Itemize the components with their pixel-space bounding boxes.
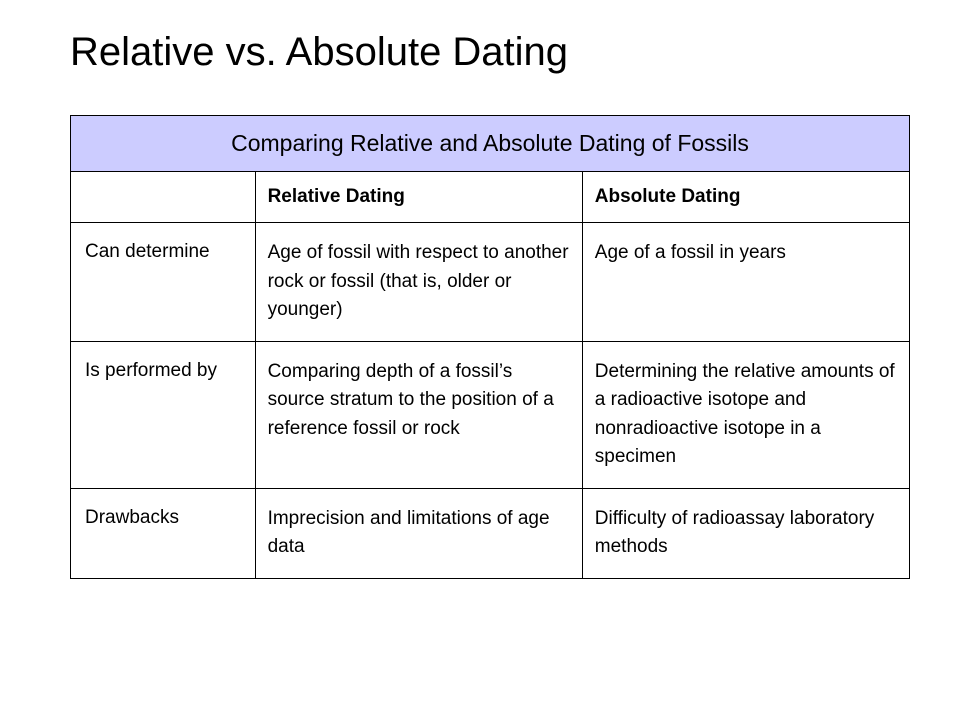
table-row: Drawbacks Imprecision and limitations of… (71, 488, 910, 578)
cell-relative: Imprecision and limitations of age data (255, 488, 582, 578)
row-label: Can determine (71, 223, 256, 342)
header-blank (71, 172, 256, 223)
table-row: Can determine Age of fossil with respect… (71, 223, 910, 342)
slide: Relative vs. Absolute Dating Comparing R… (0, 0, 960, 720)
cell-relative: Comparing depth of a fossil’s source str… (255, 341, 582, 488)
cell-absolute: Age of a fossil in years (582, 223, 909, 342)
slide-title: Relative vs. Absolute Dating (70, 30, 910, 75)
header-absolute: Absolute Dating (582, 172, 909, 223)
row-label: Is performed by (71, 341, 256, 488)
table-banner-row: Comparing Relative and Absolute Dating o… (71, 116, 910, 172)
table-banner: Comparing Relative and Absolute Dating o… (71, 116, 910, 172)
table-header-row: Relative Dating Absolute Dating (71, 172, 910, 223)
row-label: Drawbacks (71, 488, 256, 578)
comparison-table: Comparing Relative and Absolute Dating o… (70, 115, 910, 579)
header-relative: Relative Dating (255, 172, 582, 223)
cell-absolute: Determining the relative amounts of a ra… (582, 341, 909, 488)
cell-absolute: Difficulty of radioassay laboratory meth… (582, 488, 909, 578)
table-row: Is performed by Comparing depth of a fos… (71, 341, 910, 488)
cell-relative: Age of fossil with respect to another ro… (255, 223, 582, 342)
